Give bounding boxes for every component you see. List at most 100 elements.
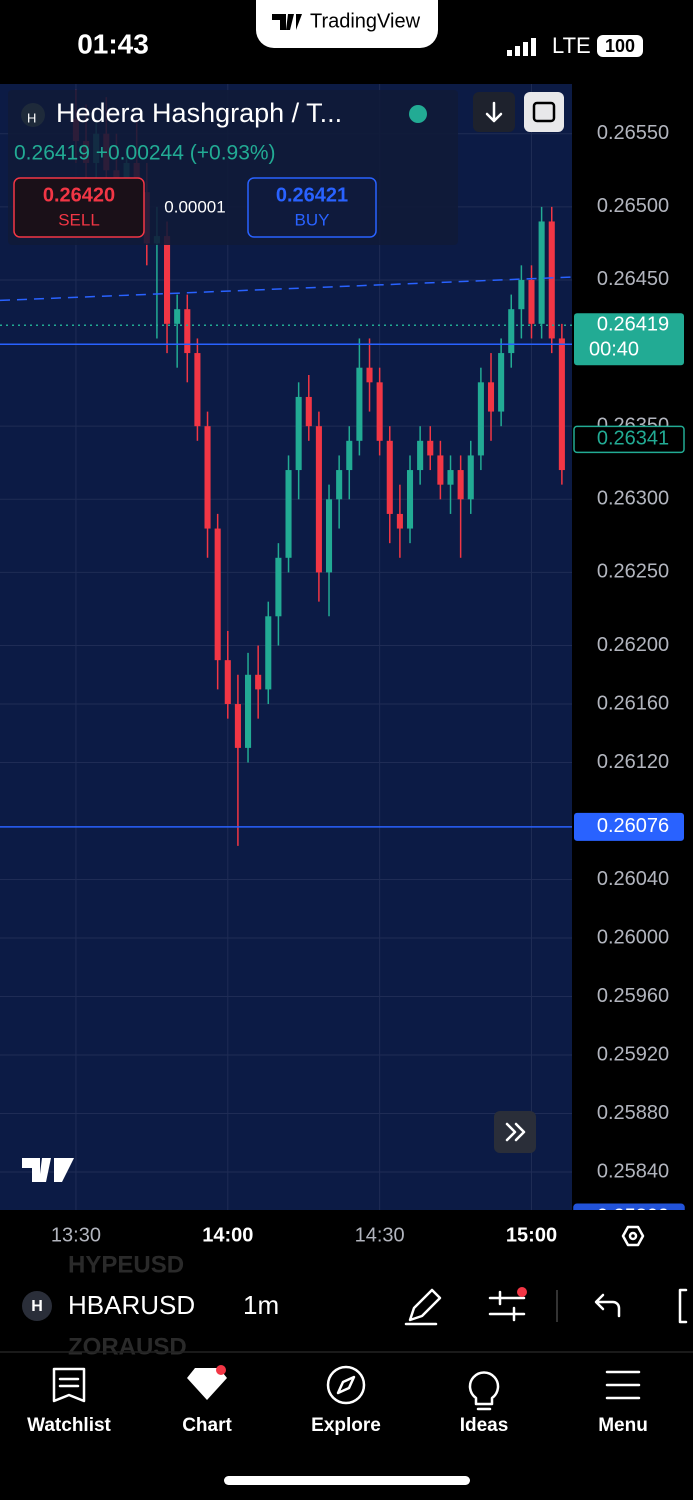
candle-body bbox=[214, 528, 221, 661]
compass-needle bbox=[336, 1375, 356, 1395]
symbol-icon-letter: H bbox=[27, 110, 36, 125]
symbol-name[interactable]: Hedera Hashgraph / T... bbox=[56, 98, 342, 128]
nav-label[interactable]: Explore bbox=[311, 1415, 381, 1436]
toolbar-symbol[interactable]: HBARUSD bbox=[68, 1290, 195, 1320]
watchlist-icon[interactable] bbox=[52, 1367, 86, 1403]
undo-tool[interactable] bbox=[594, 1293, 621, 1318]
candle-body bbox=[376, 382, 383, 441]
buy-label: BUY bbox=[295, 210, 330, 229]
price-tag bbox=[573, 425, 685, 454]
candle-body bbox=[325, 499, 333, 573]
y-tick-label: 0.26200 bbox=[597, 634, 669, 656]
y-tick-label: 0.26550 bbox=[597, 122, 669, 144]
candle-body bbox=[275, 557, 282, 617]
candle-body bbox=[457, 470, 464, 500]
x-tick-label: 13:30 bbox=[51, 1224, 101, 1246]
candle-body bbox=[174, 309, 181, 324]
candle-body bbox=[204, 426, 211, 529]
indicator-badge bbox=[517, 1287, 527, 1297]
candle-body bbox=[295, 396, 302, 471]
candle-body bbox=[528, 279, 535, 324]
countdown-label: 00:40 bbox=[589, 339, 639, 361]
y-tick-label: 0.26300 bbox=[597, 488, 669, 510]
symbol-above: HYPEUSD bbox=[68, 1251, 184, 1278]
tv-watermark bbox=[22, 1158, 74, 1182]
candle-body bbox=[255, 674, 262, 690]
chart-badge bbox=[216, 1365, 226, 1375]
candle-body bbox=[386, 440, 393, 514]
nav-label[interactable]: Chart bbox=[182, 1415, 232, 1436]
candle-body bbox=[417, 440, 424, 471]
tv-logo bbox=[272, 14, 302, 30]
chart-icon[interactable] bbox=[187, 1368, 227, 1400]
candle-body bbox=[356, 367, 363, 441]
toolbar bbox=[0, 1276, 693, 1336]
candle-body bbox=[498, 353, 505, 412]
y-tick-label: 0.25960 bbox=[597, 985, 669, 1007]
candle-body bbox=[558, 338, 565, 471]
fullscreen-tool[interactable] bbox=[678, 1288, 688, 1324]
market-status bbox=[409, 105, 427, 123]
y-tick-label: 0.26040 bbox=[597, 868, 669, 890]
last-price-tag bbox=[574, 313, 684, 366]
candle-body bbox=[244, 674, 252, 748]
y-tick-label: 0.26250 bbox=[597, 561, 669, 583]
symbol-icon bbox=[21, 103, 45, 127]
candle-body bbox=[366, 367, 373, 383]
candle-body bbox=[518, 279, 525, 310]
explore-icon[interactable] bbox=[326, 1365, 366, 1405]
chevrons-icon bbox=[505, 1122, 526, 1142]
indicators-tool[interactable] bbox=[488, 1290, 526, 1322]
y-tick-label: 0.26450 bbox=[597, 268, 669, 290]
x-tick-label: 15:00 bbox=[506, 1224, 557, 1246]
candle-body bbox=[265, 616, 272, 690]
menu-icon[interactable] bbox=[605, 1370, 641, 1400]
candle-body bbox=[427, 440, 434, 456]
settings-dot bbox=[628, 1231, 638, 1241]
candle-body bbox=[437, 455, 444, 485]
x-tick-label: 14:00 bbox=[202, 1224, 253, 1246]
y-tick-label: 0.26000 bbox=[597, 926, 669, 948]
symbol-below: ZORAUSD bbox=[68, 1333, 187, 1360]
buy-button[interactable] bbox=[247, 177, 377, 238]
candle-body bbox=[224, 660, 231, 705]
battery-level: 100 bbox=[605, 36, 635, 56]
y-tick-label: 0.25920 bbox=[597, 1043, 669, 1065]
toolbar-symbol-icon bbox=[22, 1291, 52, 1321]
ideas-icon[interactable] bbox=[468, 1371, 500, 1411]
candle-body bbox=[336, 470, 343, 500]
last-price-label: 0.26419 bbox=[597, 314, 669, 336]
candle-body bbox=[467, 455, 474, 500]
sell-label: SELL bbox=[58, 210, 100, 229]
y-tick-label: 0.26120 bbox=[597, 751, 669, 773]
sell-button[interactable] bbox=[13, 177, 145, 238]
price-tag bbox=[574, 812, 684, 841]
x-tick-label: 14:30 bbox=[355, 1224, 405, 1246]
app-pill bbox=[256, 0, 438, 48]
y-tick-label: 0.26160 bbox=[597, 692, 669, 714]
settings-icon[interactable] bbox=[621, 1225, 645, 1247]
candle-body bbox=[285, 470, 292, 558]
time-axis bbox=[0, 1210, 693, 1262]
candle-body bbox=[164, 236, 171, 324]
nav-label[interactable]: Watchlist bbox=[27, 1415, 111, 1436]
app-name: TradingView bbox=[310, 10, 421, 32]
candle-body bbox=[477, 382, 484, 456]
sell-price: 0.26420 bbox=[43, 184, 115, 206]
layout-icon bbox=[532, 101, 556, 123]
nav-label[interactable]: Ideas bbox=[460, 1415, 509, 1436]
candle-body bbox=[548, 221, 555, 339]
y-tick-label: 0.26500 bbox=[597, 195, 669, 217]
candle-body bbox=[346, 440, 353, 471]
signal bbox=[507, 38, 536, 56]
layout-button[interactable] bbox=[524, 92, 564, 132]
nav-label[interactable]: Menu bbox=[598, 1415, 648, 1436]
price-tag-label: 0.26341 bbox=[597, 428, 669, 450]
draw-tool[interactable] bbox=[404, 1288, 442, 1326]
candle-body bbox=[234, 704, 241, 748]
battery bbox=[597, 35, 643, 57]
candle-body bbox=[508, 309, 515, 354]
toolbar-interval[interactable]: 1m bbox=[243, 1290, 279, 1320]
y-tick-label: 0.25840 bbox=[597, 1160, 669, 1182]
